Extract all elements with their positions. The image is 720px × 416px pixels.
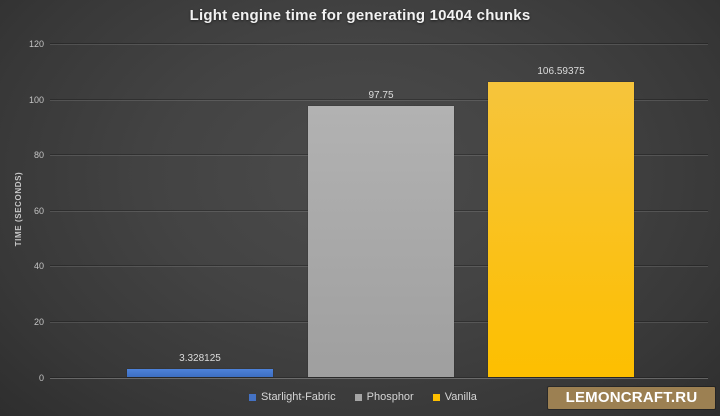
y-tick-label: 0 (38, 372, 44, 383)
gridline (50, 99, 708, 101)
legend-swatch-icon (354, 393, 362, 401)
legend-item-vanilla: Vanilla (432, 391, 477, 403)
bar-starlight-fabric (127, 368, 273, 377)
y-tick-label: 80 (33, 150, 44, 161)
watermark-label: LEMONCRAFT.RU (565, 389, 698, 406)
legend-swatch-icon (249, 393, 257, 401)
bar-value-label: 3.328125 (179, 352, 221, 364)
y-tick-label: 60 (33, 205, 44, 216)
y-tick-label: 100 (28, 94, 44, 105)
y-tick-label: 40 (33, 261, 44, 272)
legend-label: Vanilla (444, 391, 477, 403)
legend: Starlight-Fabric Phosphor Vanilla (0, 391, 720, 403)
bar-value-label: 106.59375 (537, 65, 585, 77)
gridline (50, 44, 708, 45)
gridline (50, 377, 708, 379)
bar-vanilla (488, 81, 634, 377)
legend-label: Phosphor (366, 391, 414, 403)
legend-swatch-icon (432, 393, 440, 401)
bar-value-label: 97.75 (368, 89, 394, 101)
legend-item-phosphor: Phosphor (354, 391, 414, 403)
chart-title: Light engine time for generating 10404 c… (189, 7, 531, 24)
y-tick-label: 20 (33, 316, 44, 327)
legend-item-starlight-fabric: Starlight-Fabric (249, 391, 336, 403)
legend-label: Starlight-Fabric (261, 391, 336, 403)
y-tick-label: 120 (28, 39, 44, 49)
bar-phosphor (308, 105, 454, 377)
watermark-badge: LEMONCRAFT.RU (548, 387, 715, 409)
